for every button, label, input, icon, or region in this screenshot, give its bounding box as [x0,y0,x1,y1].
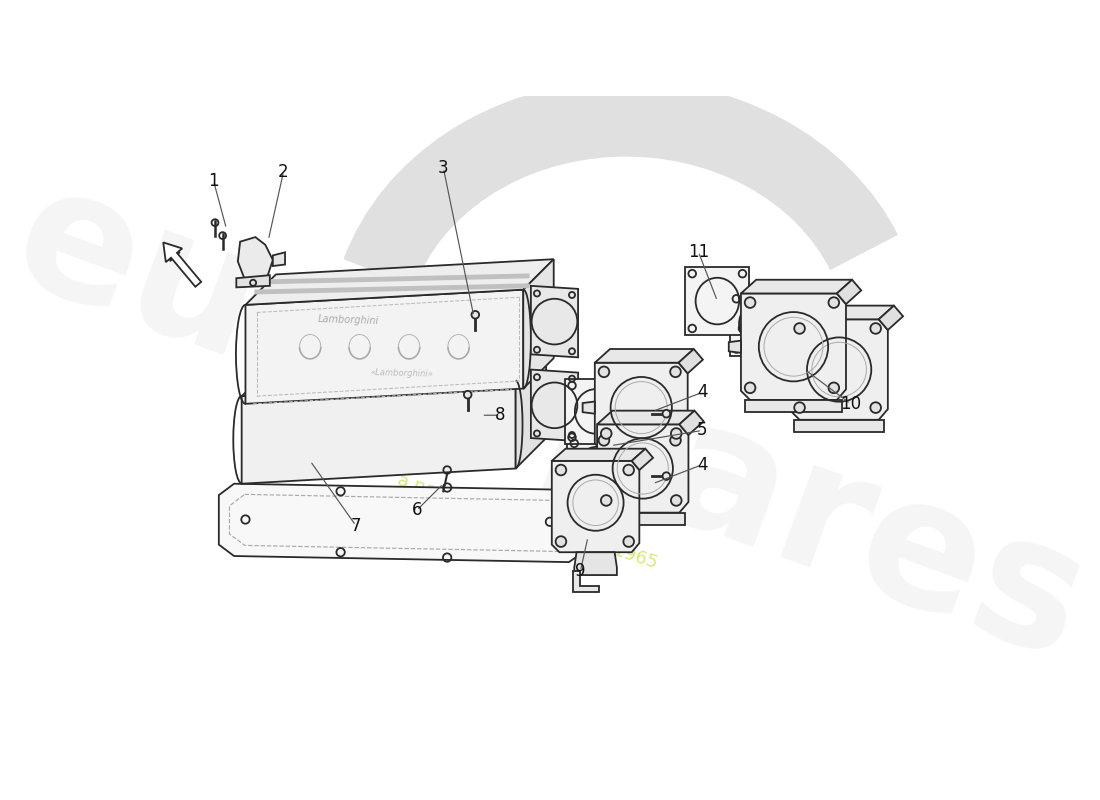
Text: 11: 11 [688,242,710,261]
Polygon shape [595,349,694,362]
Text: 7: 7 [351,517,361,534]
Polygon shape [879,306,903,330]
Polygon shape [245,290,524,404]
Circle shape [670,366,681,377]
Text: 3: 3 [438,159,449,177]
Polygon shape [552,461,639,552]
Circle shape [601,495,612,506]
Text: 5: 5 [697,422,707,439]
Polygon shape [837,280,861,304]
Polygon shape [778,363,791,376]
Polygon shape [598,453,684,465]
Circle shape [828,298,839,308]
Text: 1: 1 [208,172,219,190]
Polygon shape [631,449,653,470]
Text: Lamborghini: Lamborghini [318,314,378,326]
Polygon shape [273,252,285,266]
Polygon shape [791,306,894,319]
Circle shape [670,435,681,446]
Polygon shape [516,350,546,469]
FancyArrow shape [163,242,201,286]
Circle shape [870,402,881,413]
Circle shape [662,410,670,418]
Circle shape [794,323,805,334]
Polygon shape [685,267,749,335]
Polygon shape [565,378,626,444]
Polygon shape [745,400,843,412]
Polygon shape [585,462,597,474]
Polygon shape [601,513,684,525]
Text: «Lamborghini»: «Lamborghini» [370,368,433,378]
Circle shape [556,536,566,547]
Polygon shape [741,280,853,294]
Polygon shape [741,294,846,400]
Polygon shape [791,319,888,420]
Polygon shape [524,259,553,389]
Circle shape [598,366,609,377]
Circle shape [794,402,805,413]
Polygon shape [242,350,546,396]
Text: 4: 4 [697,456,707,474]
Polygon shape [583,402,595,414]
Text: 2: 2 [278,162,289,181]
Circle shape [598,435,609,446]
Text: 10: 10 [840,395,861,413]
Circle shape [624,536,634,547]
Polygon shape [679,349,703,374]
Circle shape [671,428,682,439]
Polygon shape [680,410,704,435]
Circle shape [464,391,472,398]
Circle shape [601,428,612,439]
Polygon shape [597,424,689,513]
Polygon shape [597,410,694,424]
Text: 8: 8 [495,406,506,424]
Polygon shape [794,420,884,432]
Text: eurospares: eurospares [0,150,1100,696]
Circle shape [870,323,881,334]
Circle shape [671,495,682,506]
Circle shape [624,465,634,475]
Circle shape [828,382,839,393]
Circle shape [745,298,756,308]
Polygon shape [531,370,579,441]
Polygon shape [219,463,607,562]
Circle shape [472,311,480,318]
Polygon shape [729,341,741,353]
Text: 6: 6 [411,502,422,519]
Polygon shape [552,449,646,461]
Polygon shape [595,362,688,453]
Polygon shape [531,286,579,358]
Circle shape [745,382,756,393]
Polygon shape [573,571,600,592]
Polygon shape [245,259,553,305]
Circle shape [662,472,670,480]
Text: a passion for parts since 1965: a passion for parts since 1965 [395,471,660,573]
Circle shape [556,465,566,475]
Polygon shape [238,237,273,282]
Polygon shape [242,381,516,484]
Text: 4: 4 [697,383,707,402]
Polygon shape [729,292,789,356]
Polygon shape [574,552,617,575]
Polygon shape [568,437,627,501]
Polygon shape [230,474,596,551]
Text: 9: 9 [575,562,585,580]
Polygon shape [236,275,270,287]
